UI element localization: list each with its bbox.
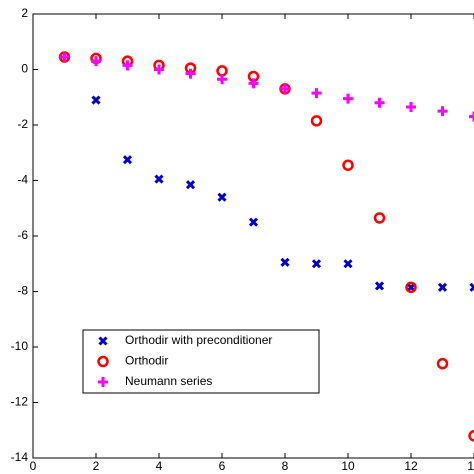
legend-box	[82, 329, 320, 394]
y-tick-label: -4	[17, 173, 28, 187]
plus-marker	[98, 377, 108, 387]
y-tick-label: 2	[21, 6, 28, 20]
plus-marker	[154, 64, 164, 75]
circle-marker	[97, 355, 109, 368]
cross-marker	[374, 281, 385, 291]
cross-marker	[91, 95, 101, 105]
y-tick-label: -2	[17, 117, 28, 131]
cross-marker	[437, 282, 448, 292]
x-tick-label: 10	[341, 459, 355, 473]
circle-marker	[310, 115, 323, 127]
x-tick-label: 0	[30, 459, 37, 473]
legend-label: Orthodir with preconditioner	[125, 333, 272, 347]
plus-marker	[374, 97, 385, 108]
circle-marker	[216, 65, 228, 77]
plus-marker	[122, 60, 133, 71]
y-tick-label: -12	[11, 395, 29, 409]
cross-marker	[343, 259, 353, 269]
plus-marker	[311, 88, 322, 99]
y-tick-label: -10	[11, 339, 29, 353]
circle-marker	[436, 357, 449, 370]
plus-marker	[217, 74, 227, 85]
y-tick-label: -6	[17, 228, 28, 242]
cross-marker	[217, 192, 227, 202]
cross-marker	[98, 336, 108, 346]
plus-marker	[185, 68, 196, 79]
plus-marker	[248, 78, 259, 89]
cross-marker	[248, 217, 259, 227]
cross-marker	[185, 180, 196, 190]
y-tick-label: -14	[11, 450, 29, 464]
plus-marker	[280, 83, 290, 94]
x-tick-label: 8	[282, 459, 289, 473]
circle-marker	[373, 212, 386, 224]
cross-marker	[406, 282, 416, 292]
cross-marker	[469, 282, 474, 292]
x-tick-label: 12	[404, 459, 418, 473]
plus-marker	[59, 52, 70, 63]
x-tick-label: 4	[156, 459, 163, 473]
circle-marker	[342, 159, 354, 171]
cross-marker	[122, 155, 133, 165]
y-tick-label: -8	[17, 284, 28, 298]
plus-marker	[437, 106, 448, 117]
plus-marker	[406, 101, 416, 112]
legend-label: Orthodir	[125, 354, 168, 368]
cross-marker	[311, 259, 322, 269]
circle-marker	[468, 430, 474, 442]
x-tick-label: 2	[93, 459, 100, 473]
cross-marker	[280, 257, 290, 267]
plus-marker	[91, 56, 101, 67]
plus-marker	[343, 93, 353, 104]
y-tick-label: 0	[21, 62, 28, 76]
legend-label: Neumann series	[125, 374, 212, 388]
x-tick-label: 14	[467, 459, 474, 473]
x-tick-label: 6	[219, 459, 226, 473]
circle-marker	[405, 281, 417, 294]
cross-marker	[154, 174, 164, 184]
plus-marker	[469, 111, 474, 122]
